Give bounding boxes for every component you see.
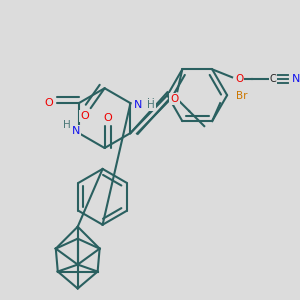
Text: C: C [270, 74, 276, 84]
Text: Br: Br [236, 91, 248, 101]
Text: H: H [147, 98, 155, 108]
Text: H: H [147, 100, 155, 110]
Text: N: N [71, 126, 80, 136]
Text: O: O [80, 111, 89, 121]
Text: H: H [63, 120, 70, 130]
Text: O: O [170, 94, 178, 104]
Text: N: N [292, 74, 300, 84]
Text: O: O [235, 74, 243, 84]
Text: O: O [44, 98, 53, 108]
Text: N: N [134, 100, 142, 110]
Text: O: O [103, 113, 112, 123]
